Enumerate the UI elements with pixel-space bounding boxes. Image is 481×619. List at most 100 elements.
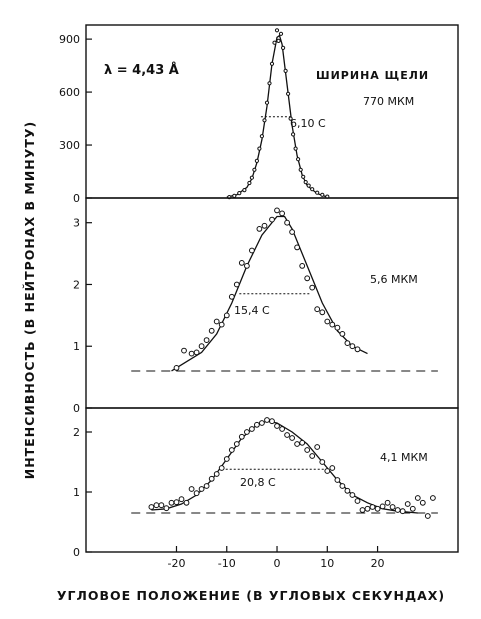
panel-top: 0 300 600 900 <box>59 24 459 205</box>
y-axis-label: ИНТЕНСИВНОСТЬ (В НЕЙТРОНАХ В МИНУТУ) <box>22 121 37 480</box>
slit-width-top: 770 МКМ <box>363 95 414 108</box>
data-point <box>349 343 356 350</box>
panel-frame <box>85 24 459 199</box>
data-point <box>364 505 371 512</box>
data-point <box>289 229 296 235</box>
slit-width-bottom: 4,1 МКМ <box>380 451 428 464</box>
data-point <box>203 337 210 344</box>
data-point <box>254 421 260 428</box>
data-point <box>324 318 331 325</box>
data-point <box>389 504 396 510</box>
panels: 0 300 600 900 0 1 2 3 0 1 2 <box>59 24 459 559</box>
data-point <box>359 507 366 513</box>
data-point <box>237 191 242 196</box>
data-point <box>399 508 406 515</box>
data-point <box>168 499 175 506</box>
data-point <box>288 116 293 121</box>
fit-curve <box>171 215 368 372</box>
data-point <box>329 321 336 328</box>
data-point <box>329 465 336 471</box>
data-point <box>293 146 298 151</box>
data-point <box>232 193 237 198</box>
data-point <box>369 504 376 510</box>
data-point <box>254 158 259 163</box>
x-tick-label: 20 <box>371 557 385 570</box>
data-point <box>294 441 301 447</box>
data-point <box>233 441 240 447</box>
data-point <box>247 180 252 186</box>
data-point <box>178 496 185 503</box>
data-point <box>320 192 325 197</box>
y-tick-label: 3 <box>73 217 80 230</box>
data-point <box>223 312 230 319</box>
data-point <box>244 263 250 269</box>
data-point <box>213 471 220 477</box>
data-point <box>314 444 321 450</box>
data-point <box>252 167 257 172</box>
data-point <box>173 365 180 371</box>
data-point <box>148 504 155 510</box>
data-point <box>244 429 250 435</box>
y-tick-label: 600 <box>59 86 80 99</box>
data-point <box>262 118 267 123</box>
data-point <box>238 433 245 440</box>
data-point <box>430 495 436 501</box>
data-point <box>233 281 240 288</box>
y-tick-label: 0 <box>73 402 80 415</box>
data-point <box>289 435 296 441</box>
data-point <box>242 188 247 193</box>
data-point <box>414 495 421 501</box>
data-point <box>193 349 200 356</box>
fwhm-label-bottom: 20,8 С <box>240 476 276 489</box>
x-tick-label: -20 <box>168 557 186 570</box>
fwhm-label-top: 6,10 С <box>290 117 326 130</box>
data-point <box>272 40 277 45</box>
data-point <box>218 321 225 328</box>
data-point <box>344 340 351 347</box>
data-point <box>304 447 311 453</box>
panel-frame <box>85 197 459 409</box>
y-tick-label: 1 <box>73 486 80 499</box>
data-point <box>259 420 265 426</box>
data-point <box>334 324 341 331</box>
wavelength-label: λ = 4,43 Å <box>104 62 179 78</box>
slit-width-title: ШИРИНА ЩЕЛИ <box>316 69 429 82</box>
data-point <box>315 190 320 195</box>
data-point <box>183 499 190 506</box>
y-tick-label: 0 <box>73 546 80 559</box>
data-point <box>299 439 306 446</box>
data-point <box>223 456 230 462</box>
x-tick-label: -10 <box>218 557 236 570</box>
panel-frame <box>85 407 459 553</box>
data-point <box>181 347 187 354</box>
data-point <box>278 31 284 36</box>
data-point <box>303 180 308 185</box>
data-point <box>158 502 165 509</box>
data-point <box>283 68 288 74</box>
data-point <box>309 453 316 459</box>
data-point <box>279 426 286 432</box>
data-point <box>424 513 431 519</box>
data-point <box>339 483 346 489</box>
panel-bottom: 0 1 2 <box>73 407 459 559</box>
y-tick-label: 0 <box>73 192 80 205</box>
data-point <box>298 167 303 172</box>
data-point <box>198 486 205 492</box>
data-point <box>306 183 311 188</box>
data-point <box>208 475 215 482</box>
data-point <box>198 343 205 350</box>
data-point <box>269 216 275 223</box>
data-point <box>249 426 255 432</box>
data-point <box>261 222 268 229</box>
data-point <box>344 487 351 494</box>
y-tick-label: 900 <box>59 33 80 46</box>
data-point <box>284 219 291 226</box>
data-point <box>409 505 416 512</box>
y-tick-label: 300 <box>59 139 80 152</box>
data-point <box>264 417 270 423</box>
data-point <box>339 331 346 337</box>
data-point <box>279 210 286 217</box>
data-point <box>384 499 391 506</box>
data-point <box>299 263 306 269</box>
data-point <box>267 81 272 86</box>
